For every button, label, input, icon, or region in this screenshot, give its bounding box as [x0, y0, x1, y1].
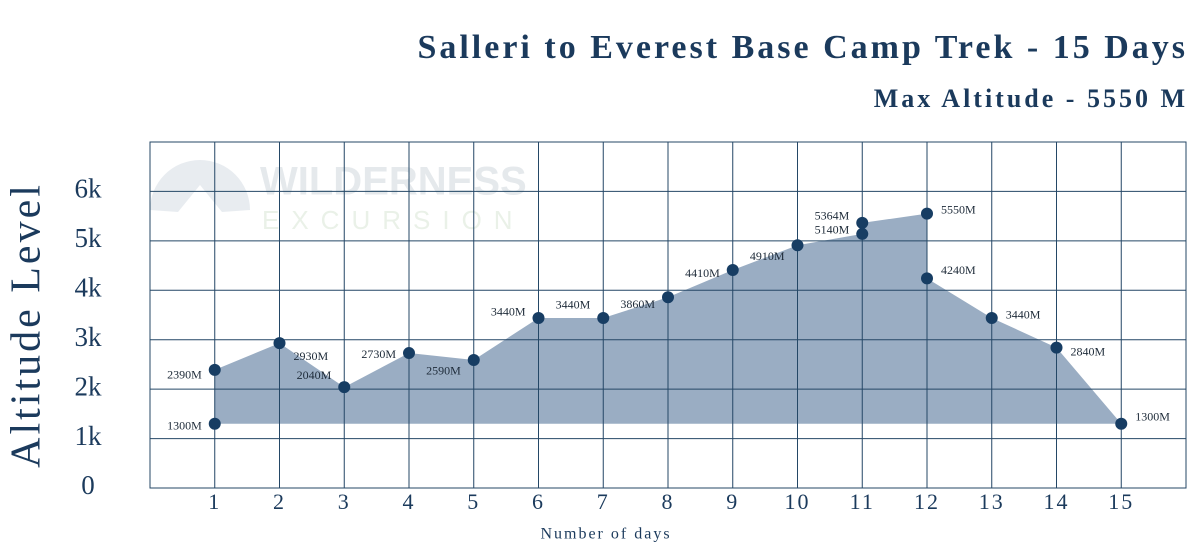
value-label: 3860M [620, 297, 655, 311]
chart-subtitle: Max Altitude - 5550 M [874, 84, 1188, 113]
value-label: 2930M [294, 349, 329, 363]
x-axis-label: Number of days [540, 526, 671, 543]
marker [726, 264, 739, 277]
x-tick-label: 3 [338, 489, 351, 514]
x-tick-label: 10 [785, 489, 811, 514]
value-label: 5140M [815, 223, 850, 237]
chart-title: Salleri to Everest Base Camp Trek - 15 D… [417, 29, 1188, 66]
value-label: 5550M [941, 202, 976, 216]
marker [338, 381, 351, 394]
marker [662, 291, 674, 304]
value-label: 2840M [1071, 344, 1106, 358]
marker [273, 337, 286, 350]
x-tick-label: 4 [403, 489, 416, 514]
watermark-text: EXCURSION [262, 205, 525, 235]
watermark-logo [150, 160, 250, 212]
y-tick-label: 0 [81, 470, 95, 500]
marker [467, 353, 480, 366]
y-tick-label: 5k [75, 223, 103, 253]
y-tick-label: 1k [75, 421, 103, 451]
y-tick-label: 3k [75, 322, 103, 352]
value-label: 3440M [556, 298, 591, 312]
value-label: 4410M [685, 266, 720, 280]
y-tick-label: 2k [75, 371, 103, 401]
x-tick-label: 2 [273, 489, 286, 514]
marker [597, 311, 610, 324]
x-tick-label: 9 [726, 489, 739, 514]
x-tick-label: 13 [979, 489, 1005, 514]
y-tick-label: 4k [75, 272, 103, 302]
value-label: 3440M [1006, 308, 1041, 322]
marker [532, 311, 545, 324]
x-tick-label: 12 [914, 489, 940, 514]
x-tick-label: 11 [850, 489, 875, 514]
value-label: 3440M [491, 305, 526, 319]
value-label: 2730M [361, 347, 396, 361]
x-tick-label: 5 [467, 489, 480, 514]
value-label: 2590M [426, 364, 461, 378]
marker [856, 227, 869, 240]
x-tick-label: 7 [597, 489, 610, 514]
y-tick-label: 6k [75, 174, 103, 204]
x-tick-label: 1 [208, 489, 221, 514]
value-label: 4240M [941, 263, 976, 277]
marker [1115, 417, 1128, 430]
marker [1050, 341, 1063, 354]
marker [985, 311, 998, 324]
marker [921, 207, 933, 220]
value-label: 1300M [167, 418, 202, 432]
marker [921, 272, 933, 285]
y-axis-label: Altitude Level [4, 182, 50, 468]
value-label: 2390M [167, 368, 202, 382]
marker [791, 239, 804, 252]
value-label: 1300M [1135, 409, 1170, 423]
marker [403, 347, 415, 360]
x-tick-label: 15 [1108, 489, 1134, 514]
x-tick-label: 14 [1044, 489, 1070, 514]
x-tick-label: 8 [662, 489, 675, 514]
marker [856, 216, 869, 229]
value-label: 4910M [750, 249, 785, 263]
marker [208, 417, 221, 430]
watermark: WILDERNESS EXCURSION [150, 160, 527, 235]
value-label: 2040M [297, 368, 332, 382]
x-tick-label: 6 [532, 489, 545, 514]
marker [208, 363, 221, 376]
value-label: 5364M [815, 209, 850, 223]
watermark-text: WILDERNESS [260, 160, 527, 204]
